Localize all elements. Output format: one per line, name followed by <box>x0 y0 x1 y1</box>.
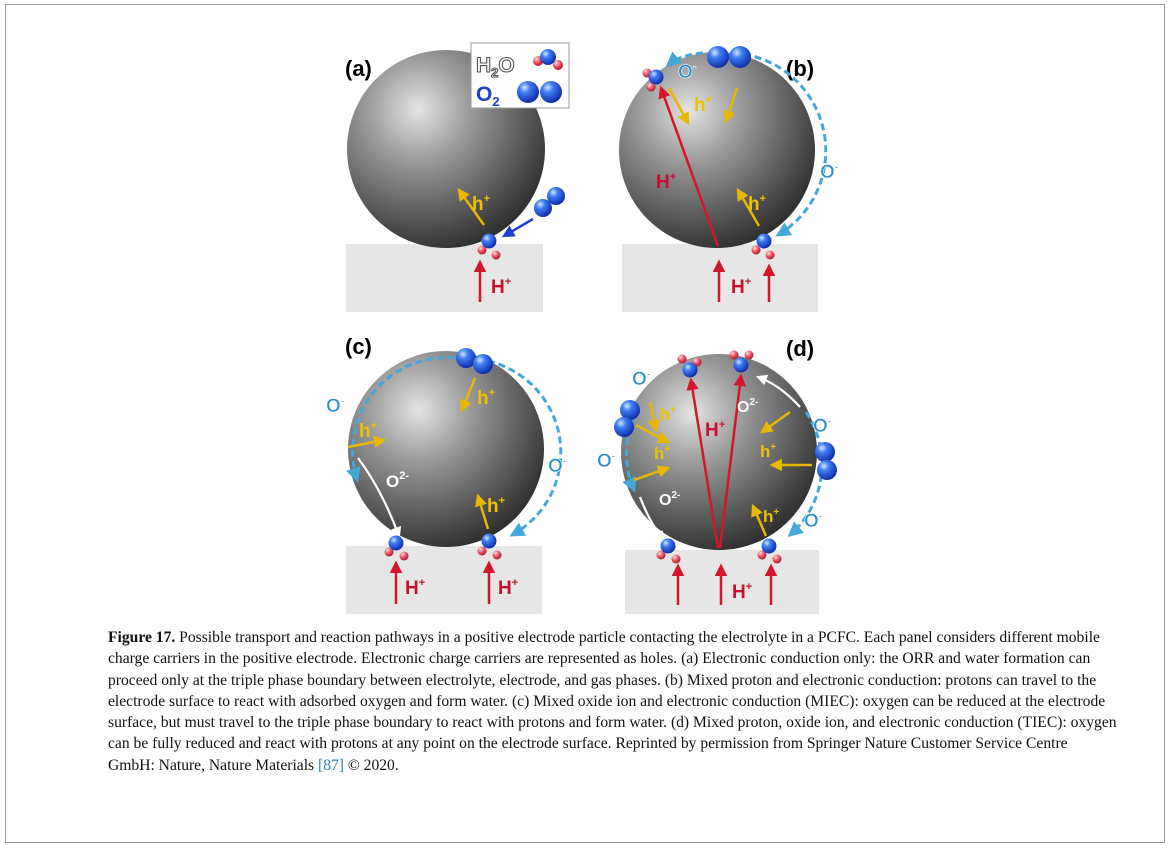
hole-arrow <box>667 87 690 126</box>
oxygen-ion-label: O- <box>820 161 839 183</box>
hole-label: h+ <box>487 495 505 517</box>
oxygen-arrow <box>501 217 534 238</box>
panel-label: (d) <box>786 336 814 361</box>
oxide-ion-label: O2- <box>659 490 680 509</box>
oxygen-molecule <box>815 442 837 480</box>
hole-label: h+ <box>748 193 766 215</box>
hole-arrow <box>633 465 671 482</box>
panel-b: (b) O- O- H+ h+ h+ <box>619 46 839 312</box>
oxygen-ion-label: O- <box>548 455 567 477</box>
oxygen-ion-label: O- <box>678 61 697 83</box>
caption-text: Possible transport and reaction pathways… <box>108 629 1117 774</box>
hole-arrow <box>474 493 490 530</box>
hole-arrow <box>736 187 761 227</box>
electrode-particle <box>621 354 817 550</box>
hole-label: h+ <box>654 444 670 463</box>
svg-text:H2O: H2O <box>476 54 515 80</box>
electrode-particle <box>619 52 815 248</box>
oxide-ion-label: O2- <box>386 470 409 491</box>
hole-label: h+ <box>694 94 712 116</box>
panel-label: (c) <box>345 334 372 359</box>
oxygen-molecule-icon <box>517 81 562 103</box>
panel-a: (a) H2O O2 h+ <box>345 42 570 312</box>
oxygen-ion-label: O- <box>326 395 345 417</box>
hole-arrow <box>751 503 768 537</box>
electrolyte-slab <box>346 244 543 312</box>
oxygen-ion-path <box>732 51 828 237</box>
hole-arrow <box>635 423 671 444</box>
proton-arrow <box>718 373 746 549</box>
oxygen-ion-path <box>665 51 704 67</box>
legend-water-label: H <box>476 54 491 77</box>
water-molecule <box>477 533 502 560</box>
oxygen-ion-path <box>622 416 637 493</box>
water-molecule-icon <box>533 49 563 70</box>
oxygen-molecule <box>534 187 565 217</box>
legend-oxygen-label: O <box>476 83 492 106</box>
hole-label: h+ <box>477 387 495 409</box>
figure-frame <box>5 4 1165 843</box>
oxide-ion-arrow <box>755 374 801 408</box>
water-molecule <box>477 233 501 260</box>
electrolyte-slab <box>346 546 542 614</box>
hole-label: h+ <box>763 507 779 526</box>
oxygen-ion-label: O- <box>813 415 832 437</box>
hole-arrow <box>723 87 739 124</box>
hole-arrow <box>459 377 477 413</box>
hole-arrow <box>647 401 661 433</box>
figure-diagram: (a) H2O O2 h+ <box>326 42 839 614</box>
water-molecule <box>677 354 702 378</box>
electrode-particle <box>348 351 544 547</box>
panel-d: (d) O- O- O- O- H+ <box>597 336 837 614</box>
oxide-ion-label: O2- <box>737 397 758 416</box>
proton-arrow <box>658 85 720 247</box>
oxide-ion-arrow <box>357 457 402 539</box>
water-molecule <box>642 68 664 92</box>
proton-label: H+ <box>498 577 518 599</box>
panel-c: (c) O- O- h+ h+ h+ O2- H+ <box>326 334 567 614</box>
hole-label: h+ <box>472 193 490 215</box>
caption-copyright: © 2020. <box>344 756 399 774</box>
legend: H2O O2 <box>470 42 570 109</box>
water-molecule <box>384 535 409 561</box>
figure-caption: Figure 17. Possible transport and reacti… <box>108 627 1118 776</box>
oxygen-ion-label: O- <box>597 450 616 472</box>
hole-label: h+ <box>359 420 377 442</box>
figure-label: Figure 17. <box>108 629 176 646</box>
oxygen-ion-path <box>346 356 456 483</box>
oxide-ion-arrow <box>638 496 667 542</box>
proton-label: H+ <box>656 171 676 193</box>
svg-text:O2: O2 <box>476 83 500 109</box>
hole-label: h+ <box>760 442 776 461</box>
oxygen-ion-path <box>487 359 563 537</box>
oxygen-ion-label: O- <box>632 368 651 390</box>
oxygen-molecule <box>456 348 493 374</box>
panel-label: (b) <box>786 56 814 81</box>
water-molecule <box>729 350 754 373</box>
hole-label: h+ <box>660 405 676 424</box>
water-molecule <box>656 538 681 564</box>
panel-label: (a) <box>345 56 372 81</box>
proton-label: H+ <box>705 419 725 441</box>
proton-arrow <box>686 377 720 549</box>
oxygen-ion-label: O- <box>804 510 823 532</box>
proton-label: H+ <box>731 276 751 298</box>
water-molecule <box>751 233 775 260</box>
proton-label: H+ <box>732 581 752 603</box>
proton-label: H+ <box>405 577 425 599</box>
hole-arrow <box>457 187 486 226</box>
oxygen-molecule <box>614 400 640 437</box>
hole-arrow <box>347 435 387 449</box>
proton-label: H+ <box>491 276 511 298</box>
hole-arrow <box>759 410 791 434</box>
reference-link[interactable]: [87] <box>318 756 344 774</box>
water-molecule <box>757 538 782 564</box>
oxygen-molecule <box>707 46 751 68</box>
